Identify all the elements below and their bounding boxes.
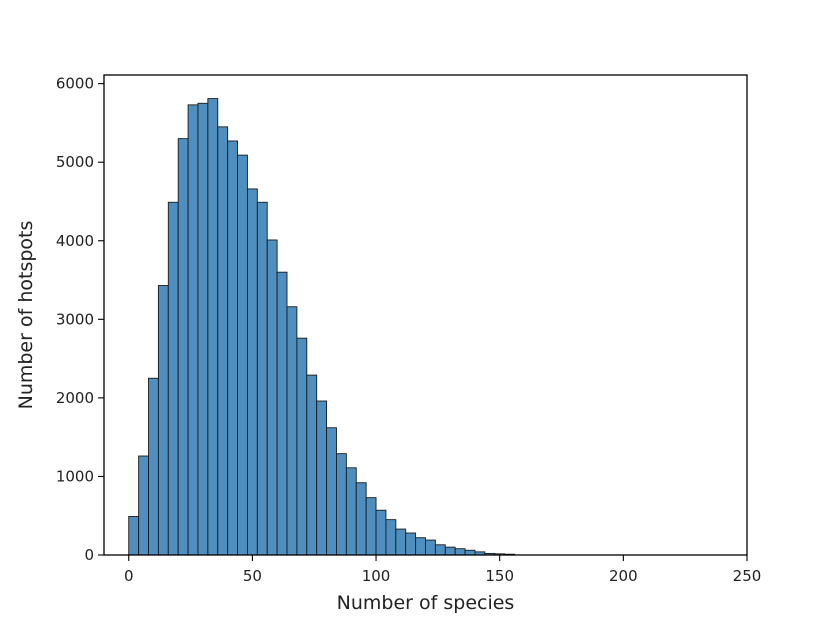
x-axis-ticks: 0 50 100 150 200 250 <box>124 555 761 585</box>
histogram-bar <box>276 271 288 556</box>
histogram-bar <box>148 377 159 556</box>
plot-area-frame <box>103 74 748 556</box>
histogram-bar <box>415 537 426 556</box>
histogram-bar <box>177 138 189 556</box>
histogram-bar <box>385 519 397 556</box>
histogram-bar <box>138 455 149 556</box>
histogram-bar <box>345 467 357 556</box>
y-tick-label: 1000 <box>56 467 94 485</box>
histogram-bar <box>227 140 238 556</box>
histogram-bar <box>217 126 229 556</box>
y-axis-label: Number of hotspots <box>15 221 37 410</box>
y-tick-label: 2000 <box>56 389 94 407</box>
histogram-bar <box>128 516 140 556</box>
x-tick-label: 150 <box>485 567 514 585</box>
histogram-bar <box>425 539 436 556</box>
histogram-bar <box>256 201 268 556</box>
y-tick-label: 6000 <box>56 75 94 93</box>
x-tick-label: 50 <box>243 567 262 585</box>
histogram-bar <box>187 104 199 556</box>
histogram-bar <box>316 400 328 556</box>
histogram-bar <box>266 239 278 556</box>
x-tick-label: 250 <box>733 567 762 585</box>
histogram-bar <box>167 201 179 556</box>
histogram-bar <box>286 306 298 556</box>
x-tick-label: 200 <box>609 567 638 585</box>
histogram-bar <box>296 337 308 556</box>
histogram-bar <box>365 497 377 556</box>
x-tick-label: 100 <box>362 567 391 585</box>
y-tick-label: 5000 <box>56 153 94 171</box>
y-axis-ticks: 0 1000 2000 3000 4000 5000 6000 <box>56 75 104 564</box>
histogram-bar <box>306 374 318 556</box>
x-axis-label: Number of species <box>337 592 515 614</box>
histogram-bar <box>454 548 466 556</box>
histogram-bar <box>444 546 456 556</box>
histogram-bar <box>336 453 347 556</box>
histogram-bar <box>434 544 446 556</box>
histogram-bar <box>355 482 367 556</box>
histogram-bar <box>157 285 169 556</box>
histogram-bar <box>375 509 387 556</box>
histogram-bar <box>246 188 258 556</box>
x-tick-label: 0 <box>124 567 134 585</box>
histogram-bar <box>464 549 476 556</box>
histogram-bar <box>326 427 337 556</box>
histogram-bar <box>237 154 248 556</box>
histogram-bar <box>197 102 209 556</box>
histogram-bar <box>395 528 407 556</box>
y-tick-label: 3000 <box>56 310 94 328</box>
histogram-bar <box>405 532 417 556</box>
y-tick-label: 0 <box>84 546 94 564</box>
y-tick-label: 4000 <box>56 232 94 250</box>
histogram-bar <box>207 98 219 556</box>
histogram-bars <box>128 98 515 556</box>
